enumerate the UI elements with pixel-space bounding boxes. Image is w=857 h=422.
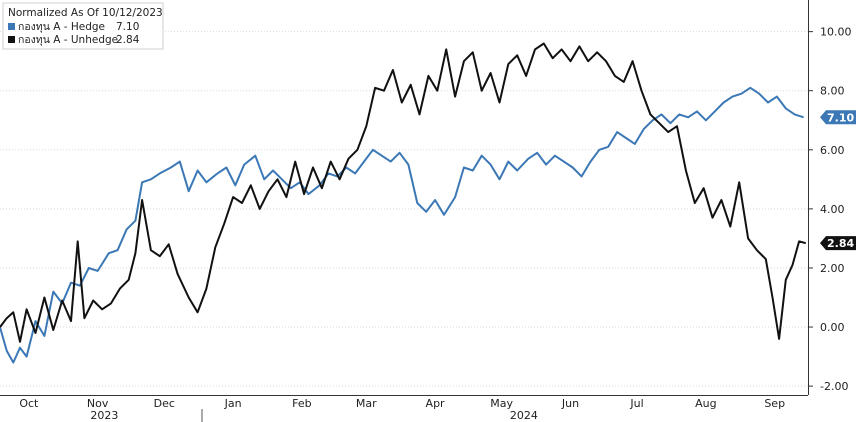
year-label: 2024 <box>510 409 538 422</box>
legend-box <box>2 2 164 50</box>
x-tick-label: Jan <box>224 397 242 410</box>
y-tick-label: 10.00 <box>820 26 852 39</box>
y-tick-label: 4.00 <box>820 203 845 216</box>
y-tick-label: 8.00 <box>820 85 845 98</box>
legend: Normalized As Of 10/12/2023 กองทุน A - H… <box>2 2 164 50</box>
last-value-badges: 7.10 2.84 <box>820 110 856 251</box>
x-tick-label: Oct <box>19 397 39 410</box>
x-tick-label: Aug <box>695 397 716 410</box>
legend-header: Normalized As Of 10/12/2023 <box>8 7 163 19</box>
x-tick-label: Dec <box>154 397 175 410</box>
badge-shape <box>820 236 856 251</box>
series-line-hedge <box>0 86 804 364</box>
grid-lines <box>0 31 808 387</box>
badge-label: 2.84 <box>827 237 854 250</box>
x-tick-label: Sep <box>764 397 785 410</box>
x-tick-label: Nov <box>87 397 109 410</box>
series-lines <box>0 42 807 364</box>
legend-swatch-hedge <box>8 23 15 30</box>
badge-label: 7.10 <box>827 111 854 124</box>
last-value-badge-hedge: 7.10 <box>820 110 856 125</box>
series-line-unhedge <box>0 42 807 343</box>
x-axis: Oct Nov Dec Jan Feb Mar Apr May Jun Jul Aug Sep 2023… <box>0 395 808 422</box>
legend-series-value-unhedge: 2.84 <box>116 34 140 46</box>
y-tick-label: 0.00 <box>820 321 845 334</box>
x-tick-label: Jun <box>561 397 579 410</box>
x-tick-label: Jul <box>629 397 643 410</box>
year-label: 2023 <box>90 409 118 422</box>
legend-swatch-unhedge <box>8 36 15 43</box>
x-tick-label: Feb <box>292 397 311 410</box>
y-tick-label: 6.00 <box>820 144 845 157</box>
x-tick-label: Apr <box>426 397 446 410</box>
x-tick-label: May <box>490 397 513 410</box>
y-axis: 10.00 8.00 6.00 4.00 2.00 0.00 -2.00 <box>808 0 852 395</box>
badge-shape <box>820 110 856 125</box>
last-value-badge-unhedge: 2.84 <box>820 236 856 251</box>
legend-series-value-hedge: 7.10 <box>116 21 139 33</box>
x-tick-label: Mar <box>356 397 377 410</box>
y-tick-label: -2.00 <box>820 380 848 393</box>
y-tick-label: 2.00 <box>820 262 845 275</box>
legend-series-name-unhedge: กองทุน A - Unhedge <box>18 34 118 46</box>
legend-series-name-hedge: กองทุน A - Hedge <box>18 21 105 33</box>
